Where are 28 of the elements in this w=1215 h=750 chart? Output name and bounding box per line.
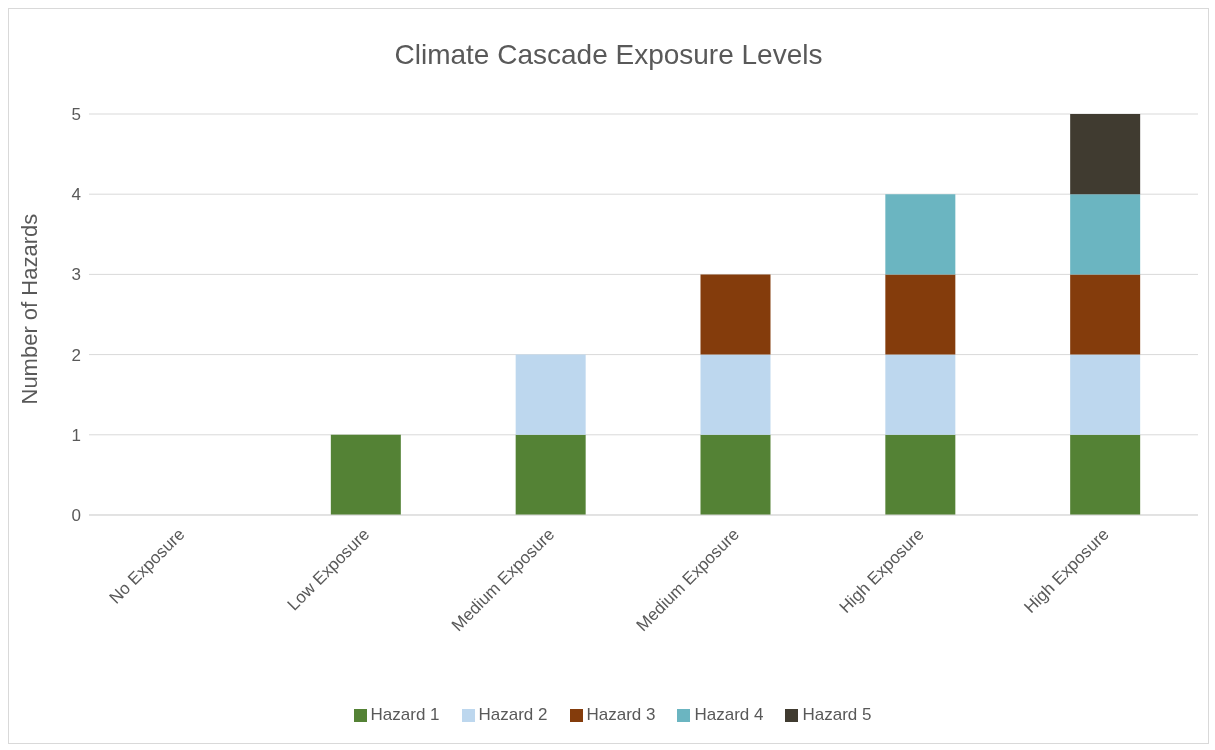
bar bbox=[885, 434, 956, 515]
bar bbox=[515, 354, 586, 435]
bar bbox=[515, 434, 586, 515]
bar bbox=[885, 354, 956, 435]
legend-label: Hazard 1 bbox=[370, 705, 440, 724]
chart-title: Climate Cascade Exposure Levels bbox=[393, 39, 824, 71]
legend-label: Hazard 3 bbox=[586, 705, 656, 724]
y-tick-label: 0 bbox=[71, 506, 81, 526]
legend-label: Hazard 4 bbox=[694, 705, 764, 724]
legend-label: Hazard 5 bbox=[802, 705, 872, 724]
legend-label: Hazard 2 bbox=[478, 705, 548, 724]
y-tick-label: 3 bbox=[71, 265, 81, 285]
bar bbox=[700, 354, 771, 435]
y-tick-label: 5 bbox=[71, 105, 81, 125]
bar bbox=[330, 434, 401, 515]
y-tick-label: 2 bbox=[71, 345, 81, 365]
bar bbox=[700, 274, 771, 355]
bar bbox=[885, 274, 956, 355]
bar bbox=[700, 434, 771, 515]
bar bbox=[1070, 194, 1141, 275]
bar bbox=[1070, 114, 1141, 195]
y-axis-title: Number of Hazards bbox=[16, 213, 42, 405]
bar bbox=[1070, 434, 1141, 515]
bar bbox=[885, 194, 956, 275]
y-tick-label: 4 bbox=[71, 185, 81, 205]
bar bbox=[1070, 354, 1141, 435]
bar bbox=[1070, 274, 1141, 355]
y-tick-label: 1 bbox=[71, 425, 81, 445]
